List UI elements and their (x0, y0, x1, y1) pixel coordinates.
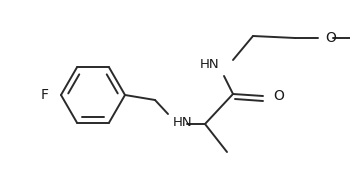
Text: HN: HN (173, 116, 193, 128)
Text: O: O (325, 31, 336, 45)
Text: F: F (41, 88, 49, 102)
Text: O: O (273, 89, 284, 103)
Text: HN: HN (199, 57, 219, 70)
